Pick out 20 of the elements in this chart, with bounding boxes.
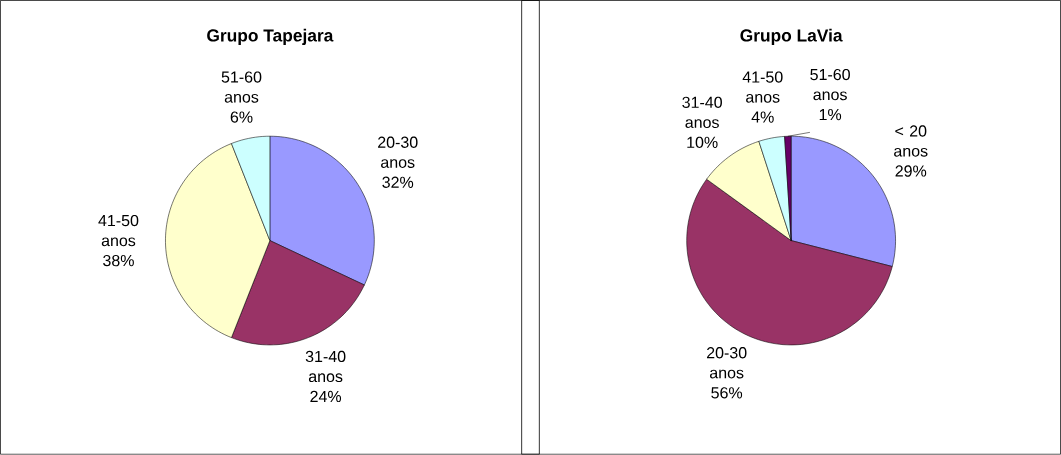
slice-label: 41-50 anos [742,71,783,103]
chart-title: Grupo LaVia [740,29,843,46]
data-label: 10% [687,136,718,149]
slice-label: 20-30 anos [378,136,418,169]
chart-title: Grupo Tapejara [207,29,334,46]
slice-label: 51-60 anos [221,71,262,103]
slice-label: 20-30 anos [706,347,747,379]
data-label: 29% [895,165,927,177]
data-label: 38% [103,255,134,267]
data-label: 6% [230,111,253,123]
slice-label: 51-60 anos [810,69,850,101]
slice-label: 31-40 anos [682,96,722,129]
slice-label: 41-50 anos [98,215,139,247]
data-label: 56% [711,387,743,399]
data-label: 1% [819,109,842,121]
slice-label: < 20 anos [894,125,928,157]
data-label: 32% [382,176,414,189]
slice-label: 31-40 anos [305,350,346,383]
data-label: 24% [310,390,342,403]
data-label: 4% [751,111,774,123]
